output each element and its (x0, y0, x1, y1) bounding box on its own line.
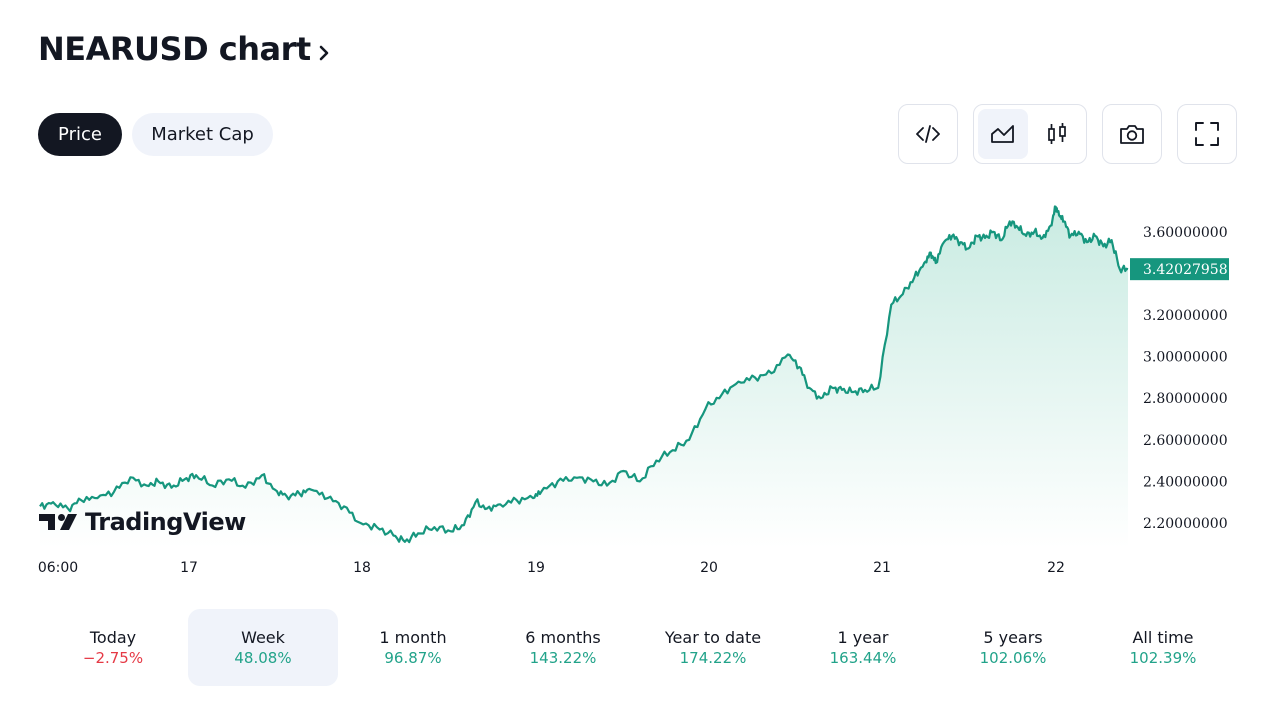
period-change-value: 48.08% (234, 649, 292, 667)
x-tick-label: 18 (353, 560, 371, 576)
y-tick-label: 3.60000000 (1143, 225, 1228, 241)
price-line (39, 205, 1129, 544)
period-label: 1 year (837, 628, 889, 647)
x-tick-label: 17 (180, 560, 198, 576)
period-tab[interactable]: 6 months 143.22% (488, 609, 638, 686)
period-tab[interactable]: Year to date 174.22% (638, 609, 788, 686)
period-label: 6 months (525, 628, 601, 647)
tab-price[interactable]: Price (38, 113, 122, 156)
x-tick-label: 22 (1047, 560, 1065, 576)
period-tab[interactable]: Week 48.08% (188, 609, 338, 686)
period-tab[interactable]: 5 years 102.06% (938, 609, 1088, 686)
period-change-value: 163.44% (829, 649, 897, 667)
page-title[interactable]: NEARUSD chart (38, 30, 333, 68)
y-tick-label: 2.20000000 (1143, 516, 1228, 532)
screenshot-button[interactable] (1102, 104, 1162, 164)
period-label: Today (89, 628, 137, 647)
y-tick-label: 3.20000000 (1143, 308, 1228, 324)
area-chart-button[interactable] (978, 109, 1028, 159)
current-price-badge (1130, 258, 1229, 281)
x-tick-label: 20 (700, 560, 718, 576)
x-tick-label: 19 (527, 560, 545, 576)
page-title-text: NEARUSD chart (38, 30, 311, 68)
area-chart-icon (991, 125, 1014, 143)
period-change-value: 143.22% (529, 649, 597, 667)
price-area-fill (40, 206, 1128, 548)
period-change-value: 102.06% (979, 649, 1047, 667)
y-tick-label: 2.80000000 (1143, 391, 1228, 407)
chevron-right-icon (319, 45, 329, 61)
y-tick-label: 2.40000000 (1143, 474, 1228, 490)
camera-icon (1120, 125, 1144, 144)
x-tick-label: 06:00 (38, 560, 78, 576)
period-tab[interactable]: Today −2.75% (38, 609, 188, 686)
embed-button[interactable] (898, 104, 958, 164)
period-label: 5 years (983, 628, 1043, 647)
period-label: Year to date (664, 628, 762, 647)
fullscreen-icon (1195, 122, 1219, 146)
period-tab[interactable]: 1 month 96.87% (338, 609, 488, 686)
y-tick-label: 2.60000000 (1143, 433, 1228, 449)
tradingview-logo[interactable]: TradingView (39, 508, 246, 536)
period-change-value: −2.75% (82, 649, 144, 667)
candlestick-chart-button[interactable] (1032, 109, 1082, 159)
period-label: Week (241, 628, 285, 647)
code-icon (916, 125, 940, 143)
tradingview-logo-text: TradingView (85, 508, 246, 536)
price-chart[interactable]: 3.60000000 3.20000000 3.00000000 2.80000000… (0, 180, 1280, 580)
period-change-value: 174.22% (679, 649, 747, 667)
period-tab[interactable]: All time 102.39% (1088, 609, 1238, 686)
period-change-value: 102.39% (1129, 649, 1197, 667)
tab-market-cap[interactable]: Market Cap (132, 113, 273, 156)
tradingview-logo-icon (39, 514, 77, 530)
period-label: All time (1132, 628, 1194, 647)
period-tab[interactable]: 1 year 163.44% (788, 609, 938, 686)
y-tick-label: 3.00000000 (1143, 350, 1228, 366)
fullscreen-button[interactable] (1177, 104, 1237, 164)
period-change-value: 96.87% (384, 649, 442, 667)
chart-style-group (973, 104, 1087, 164)
performance-periods: Today −2.75% Week 48.08% 1 month 96.87% 6 mont… (38, 609, 1238, 686)
candlestick-icon (1048, 123, 1066, 144)
x-tick-label: 21 (873, 560, 891, 576)
current-price-label: 3.42027958 (1143, 262, 1228, 278)
period-label: 1 month (379, 628, 447, 647)
